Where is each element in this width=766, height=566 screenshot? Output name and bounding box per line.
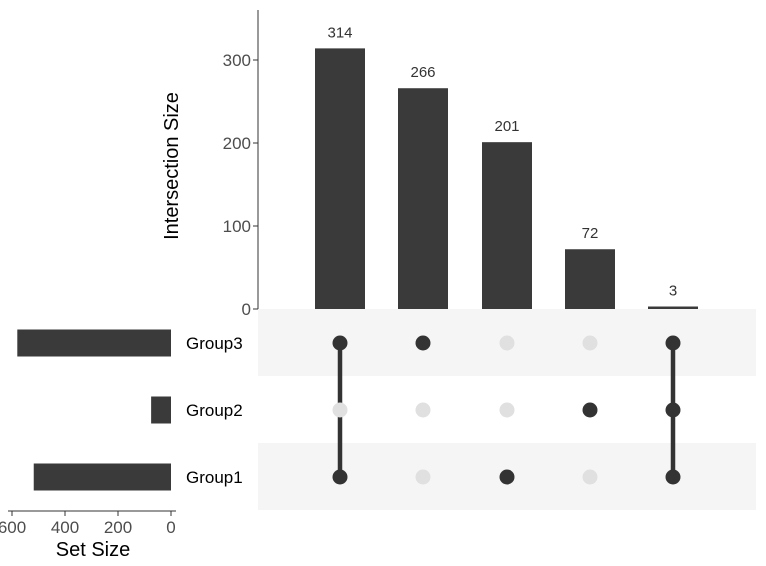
matrix-dot-active [415,335,431,351]
intersection-bar [565,249,615,309]
intersection-bar [648,306,698,309]
intersection-size-axis: 0 100 200 300 [223,10,259,319]
matrix-dot-active [499,469,515,485]
intersection-bar-label: 201 [494,118,519,135]
matrix-dot-inactive [582,335,598,351]
set-label: Group1 [186,468,243,487]
intersection-axis-tick-label: 100 [223,217,251,236]
matrix-dot-inactive [332,402,348,418]
intersection-bar-label: 314 [327,24,352,41]
intersection-size-axis-title: Intersection Size [161,92,183,240]
set-label: Group3 [186,334,243,353]
set-size-axis-tick-label: 0 [166,518,175,537]
intersection-axis-tick-label: 0 [242,300,251,319]
matrix-dot-inactive [415,469,431,485]
matrix-dot-inactive [415,402,431,418]
intersection-bar-label: 266 [410,64,435,81]
intersection-bar [398,88,448,309]
set-size-bar [151,396,171,424]
intersection-bar-label: 72 [582,225,599,242]
intersection-axis-tick-label: 300 [223,51,251,70]
set-size-bar [17,329,171,357]
intersection-axis-tick-label: 200 [223,134,251,153]
matrix-dot-active [665,335,681,351]
intersection-bar [315,48,365,309]
matrix-dot-active [332,469,348,485]
intersection-bar-labels: 314 266 201 72 3 [327,24,677,299]
intersection-bar [482,142,532,309]
matrix-dot-inactive [582,469,598,485]
matrix-dot-active [582,402,598,418]
set-label: Group2 [186,401,243,420]
matrix-dot-active [332,335,348,351]
set-size-axis-tick-label: 400 [51,518,79,537]
intersection-matrix [332,335,681,485]
set-size-axis-tick-label: 200 [104,518,132,537]
set-size-bar [33,463,172,491]
matrix-dot-inactive [499,402,515,418]
set-size-axis-tick-label: 600 [0,518,26,537]
set-size-axis: 600 400 200 0 [0,510,176,537]
intersection-bars [315,48,698,309]
matrix-dot-active [665,402,681,418]
set-size-axis-title: Set Size [56,539,130,561]
set-size-bars [17,329,172,491]
intersection-bar-label: 3 [669,283,677,300]
matrix-dot-active [665,469,681,485]
matrix-dot-inactive [499,335,515,351]
set-labels: Group3 Group2 Group1 [186,334,243,487]
